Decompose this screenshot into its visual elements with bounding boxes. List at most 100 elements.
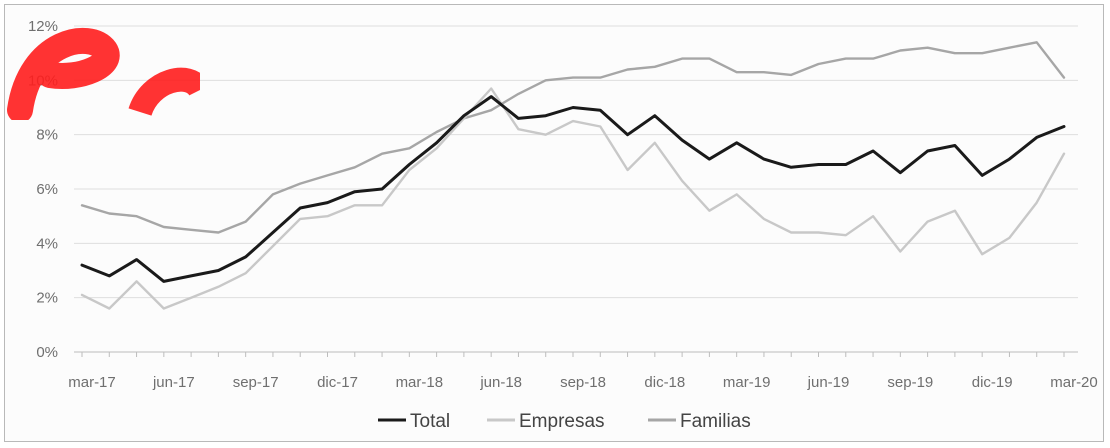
data-point-empresas: [626, 169, 629, 171]
data-point-familias: [163, 226, 165, 228]
series-line-familias: [80, 41, 1066, 234]
data-point-familias: [954, 52, 956, 54]
data-point-empresas: [135, 280, 138, 283]
legend-label: Empresas: [519, 411, 605, 432]
data-point-empresas: [108, 307, 111, 310]
data-point-familias: [408, 147, 411, 150]
x-tick-label: jun-18: [479, 374, 522, 391]
data-point-empresas: [217, 286, 220, 288]
data-point-familias: [790, 74, 793, 76]
data-point-familias: [544, 79, 547, 82]
data-point-familias: [735, 71, 738, 73]
data-point-empresas: [654, 142, 656, 144]
y-tick-label: 12%: [28, 18, 58, 35]
data-point-total: [108, 275, 111, 277]
data-point-empresas: [708, 209, 711, 212]
data-point-total: [708, 158, 711, 160]
data-point-empresas: [1035, 201, 1038, 204]
data-point-familias: [708, 57, 711, 60]
data-point-familias: [135, 215, 138, 217]
data-point-familias: [435, 131, 438, 133]
data-point-familias: [654, 65, 656, 68]
x-tick-label: dic-17: [317, 374, 358, 391]
data-point-empresas: [981, 253, 983, 255]
data-point-total: [272, 231, 274, 234]
data-point-empresas: [353, 204, 356, 207]
data-point-familias: [1008, 46, 1011, 49]
series-empresas: [80, 87, 1066, 310]
data-point-familias: [872, 57, 874, 60]
x-tick-label: jun-17: [152, 374, 195, 391]
data-point-empresas: [381, 204, 383, 207]
data-point-empresas: [1008, 237, 1011, 239]
data-point-familias: [681, 57, 683, 60]
data-point-empresas: [408, 169, 411, 171]
data-point-total: [381, 188, 383, 190]
data-point-empresas: [572, 120, 574, 122]
y-tick-label: 2%: [36, 290, 58, 307]
data-point-empresas: [490, 87, 492, 90]
x-tick-label: sep-19: [887, 374, 933, 391]
x-tick-label: sep-17: [233, 374, 279, 391]
series-layer: [80, 41, 1066, 310]
data-point-total: [135, 258, 138, 261]
y-tick-label: 4%: [36, 235, 58, 252]
data-point-empresas: [954, 209, 956, 212]
data-point-empresas: [81, 294, 83, 296]
data-point-total: [1035, 136, 1038, 139]
data-point-familias: [1063, 76, 1065, 79]
data-point-empresas: [435, 147, 438, 150]
data-point-empresas: [763, 218, 765, 220]
data-point-empresas: [544, 133, 547, 136]
data-point-total: [435, 142, 438, 144]
watermark-logo: [7, 27, 200, 120]
data-point-familias: [381, 152, 383, 155]
x-tick-label: jun-19: [807, 374, 850, 391]
data-point-total: [681, 139, 683, 141]
data-point-familias: [1035, 41, 1038, 44]
data-point-familias: [817, 63, 820, 65]
grid: [74, 25, 1078, 353]
data-point-empresas: [1063, 152, 1065, 155]
data-point-total: [408, 163, 411, 166]
data-point-empresas: [517, 128, 520, 131]
data-point-familias: [981, 52, 983, 54]
data-point-empresas: [599, 125, 602, 128]
data-point-total: [817, 163, 820, 166]
series-familias: [80, 41, 1066, 234]
data-point-total: [190, 275, 192, 277]
data-point-familias: [599, 76, 602, 79]
data-point-total: [81, 264, 83, 266]
data-point-familias: [353, 166, 356, 169]
data-point-total: [299, 207, 302, 209]
data-point-total: [926, 150, 929, 152]
x-tick-label: mar-18: [396, 374, 444, 391]
data-point-familias: [217, 231, 220, 234]
data-point-total: [626, 133, 629, 136]
data-point-total: [763, 158, 765, 160]
data-point-empresas: [926, 220, 929, 223]
x-tick-label: dic-19: [972, 374, 1013, 391]
data-point-familias: [490, 109, 492, 112]
x-tick-label: mar-17: [68, 374, 116, 391]
data-point-familias: [272, 193, 274, 196]
data-point-familias: [244, 220, 247, 223]
data-point-empresas: [326, 215, 329, 217]
data-point-empresas: [735, 193, 738, 196]
data-point-total: [899, 171, 902, 174]
data-point-total: [463, 114, 465, 117]
data-point-total: [244, 256, 247, 258]
legend-label: Total: [410, 411, 450, 432]
data-point-total: [790, 166, 793, 169]
series-total: [80, 95, 1066, 283]
data-point-total: [490, 95, 492, 98]
data-point-total: [544, 114, 547, 117]
x-tick-label: mar-20: [1050, 374, 1098, 391]
data-point-total: [326, 201, 329, 204]
data-point-familias: [190, 228, 192, 231]
data-point-familias: [572, 76, 574, 79]
data-point-familias: [299, 182, 302, 185]
y-tick-label: 0%: [36, 344, 58, 361]
y-tick-label: 6%: [36, 181, 58, 198]
